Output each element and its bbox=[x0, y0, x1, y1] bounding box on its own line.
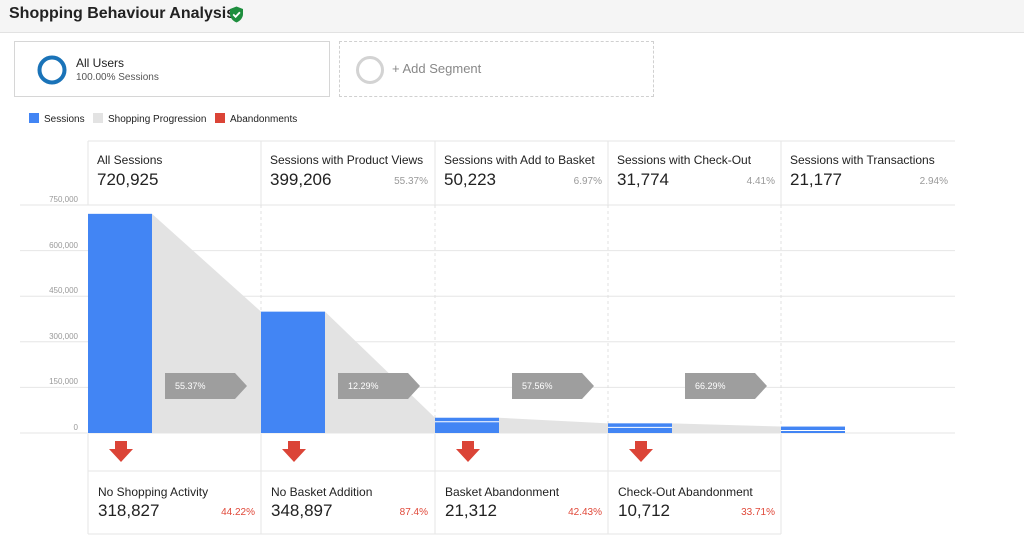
stage-name: Sessions with Transactions bbox=[790, 153, 935, 167]
conversion-rate-label: 12.29% bbox=[348, 381, 379, 391]
stage-name: Sessions with Product Views bbox=[270, 153, 424, 167]
conversion-arrow bbox=[338, 373, 420, 399]
y-axis-tick-label: 0 bbox=[73, 423, 78, 432]
stage-name: Sessions with Check-Out bbox=[617, 153, 752, 167]
page-title: Shopping Behaviour Analysis bbox=[9, 5, 236, 22]
conversion-rate-label: 57.56% bbox=[522, 381, 553, 391]
abandonment-value: 348,897 bbox=[271, 501, 333, 520]
progression-band bbox=[152, 213, 261, 433]
legend-item-progression: Shopping Progression bbox=[93, 113, 206, 125]
abandonment-arrow-icon bbox=[629, 441, 653, 462]
conversion-arrow bbox=[165, 373, 247, 399]
segment-all-users[interactable]: All Users 100.00% Sessions bbox=[14, 41, 330, 97]
progression-band bbox=[499, 417, 608, 433]
segment-name: All Users bbox=[76, 56, 125, 70]
abandonment-name: Basket Abandonment bbox=[445, 485, 560, 499]
legend-label: Sessions bbox=[44, 114, 85, 125]
conversion-rate-label: 55.37% bbox=[175, 381, 206, 391]
legend-item-abandonments: Abandonments bbox=[215, 113, 297, 125]
abandonment-pct: 44.22% bbox=[221, 507, 255, 518]
sessions-bar bbox=[781, 426, 845, 433]
abandonment-pct: 87.4% bbox=[399, 507, 428, 518]
conversion-rate-label: 66.29% bbox=[695, 381, 726, 391]
add-segment-label: + Add Segment bbox=[392, 61, 482, 76]
stage-pct: 55.37% bbox=[394, 176, 428, 187]
stage-pct: 6.97% bbox=[573, 176, 602, 187]
abandonment-value: 10,712 bbox=[618, 501, 670, 520]
stage-name: All Sessions bbox=[97, 153, 163, 167]
y-axis-tick-label: 750,000 bbox=[49, 195, 78, 204]
stage-name: Sessions with Add to Basket bbox=[444, 153, 595, 167]
legend-swatch bbox=[29, 113, 39, 123]
stage-value: 399,206 bbox=[270, 170, 332, 189]
legend-label: Abandonments bbox=[230, 114, 298, 125]
page-header: Shopping Behaviour Analysis bbox=[0, 0, 1024, 33]
legend-item-sessions: Sessions bbox=[29, 113, 85, 125]
legend-swatch bbox=[215, 113, 225, 123]
y-axis-tick-label: 450,000 bbox=[49, 286, 78, 296]
abandonment-value: 21,312 bbox=[445, 501, 497, 520]
empty-ring-icon bbox=[356, 56, 384, 84]
ring-icon bbox=[37, 55, 67, 85]
report-panel: All Users 100.00% Sessions + Add Segment… bbox=[0, 33, 1024, 545]
y-axis-tick-label: 300,000 bbox=[49, 331, 78, 341]
stage-pct: 4.41% bbox=[746, 176, 775, 187]
y-axis-tick-label: 600,000 bbox=[49, 240, 78, 250]
sessions-bar bbox=[261, 311, 325, 433]
sessions-bar bbox=[608, 423, 672, 433]
conversion-arrow bbox=[512, 373, 594, 399]
progression-band bbox=[325, 311, 435, 433]
abandonment-name: Check-Out Abandonment bbox=[618, 485, 753, 499]
abandonment-arrow-icon bbox=[456, 441, 480, 462]
progression-band bbox=[672, 423, 781, 433]
sessions-bar bbox=[435, 417, 499, 433]
abandonment-arrow-icon bbox=[282, 441, 306, 462]
abandonment-pct: 33.71% bbox=[741, 507, 775, 518]
abandonment-value: 318,827 bbox=[98, 501, 160, 520]
abandonment-name: No Basket Addition bbox=[271, 485, 373, 499]
add-segment-button[interactable]: + Add Segment bbox=[339, 41, 654, 97]
sessions-bar bbox=[88, 213, 152, 433]
stage-value: 21,177 bbox=[790, 170, 842, 189]
abandonment-name: No Shopping Activity bbox=[98, 485, 209, 499]
stage-value: 31,774 bbox=[617, 170, 669, 189]
conversion-arrow bbox=[685, 373, 767, 399]
abandonment-pct: 42.43% bbox=[568, 507, 602, 518]
check-shield-icon bbox=[230, 6, 243, 23]
legend-label: Shopping Progression bbox=[108, 114, 207, 125]
y-axis-tick-label: 150,000 bbox=[49, 377, 78, 387]
segment-subtitle: 100.00% Sessions bbox=[76, 72, 159, 83]
stage-value: 720,925 bbox=[97, 170, 159, 189]
legend-swatch bbox=[93, 113, 103, 123]
stage-pct: 2.94% bbox=[919, 176, 948, 187]
abandonment-arrow-icon bbox=[109, 441, 133, 462]
stage-value: 50,223 bbox=[444, 170, 496, 189]
